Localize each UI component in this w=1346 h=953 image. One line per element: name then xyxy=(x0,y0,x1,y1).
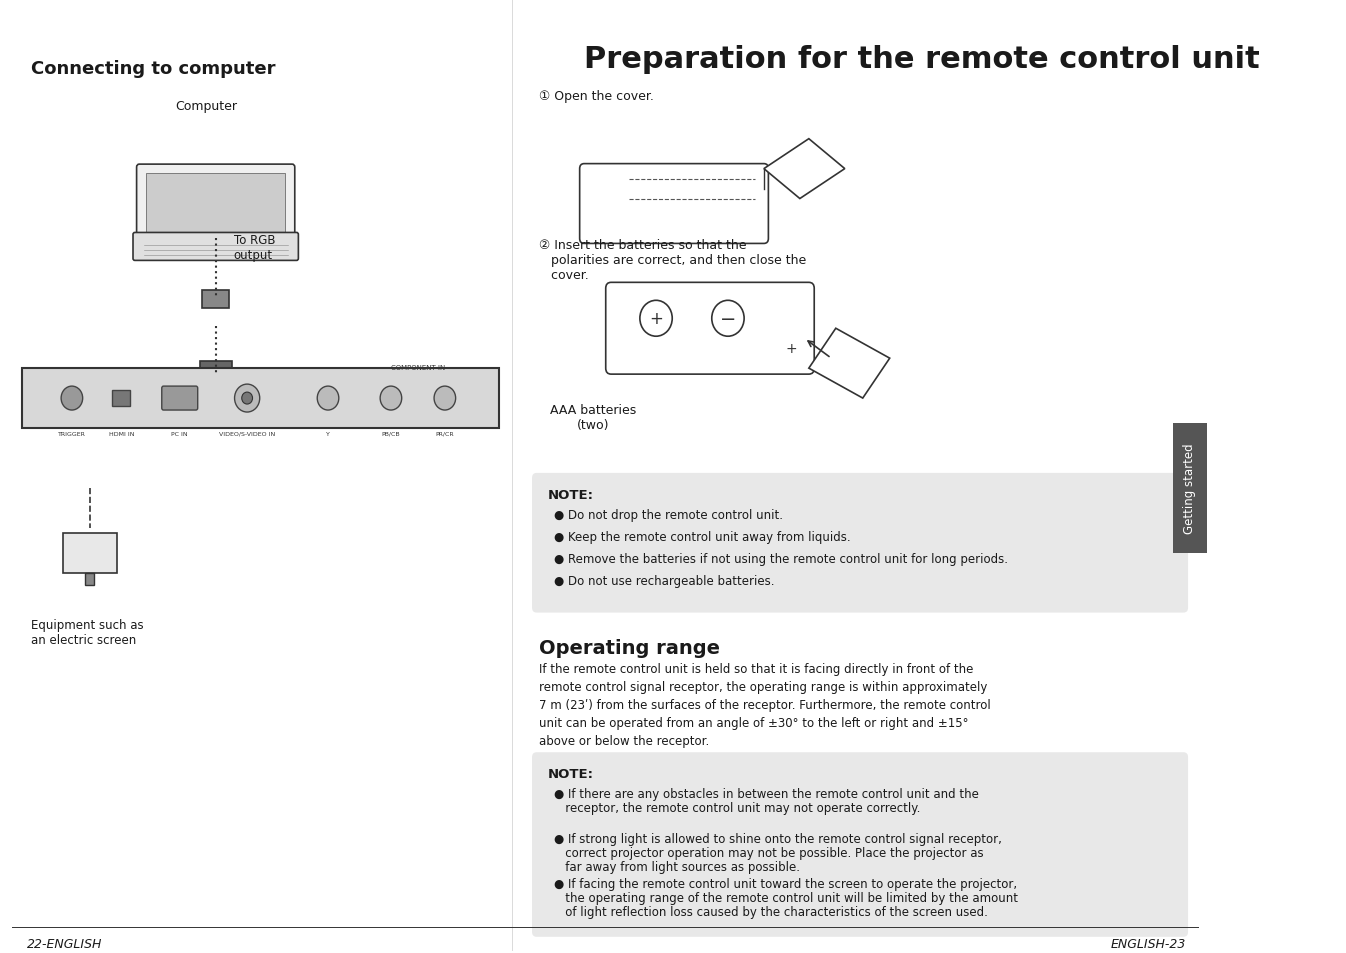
Text: ① Open the cover.: ① Open the cover. xyxy=(540,90,654,103)
Text: ● If strong light is allowed to shine onto the remote control signal receptor,: ● If strong light is allowed to shine on… xyxy=(555,832,1003,845)
Text: NOTE:: NOTE: xyxy=(548,767,594,781)
Text: correct projector operation may not be possible. Place the projector as: correct projector operation may not be p… xyxy=(555,846,984,859)
FancyBboxPatch shape xyxy=(162,387,198,411)
FancyBboxPatch shape xyxy=(580,165,769,244)
Circle shape xyxy=(61,387,82,411)
FancyBboxPatch shape xyxy=(532,474,1189,613)
Text: PB/CB: PB/CB xyxy=(382,432,400,436)
FancyBboxPatch shape xyxy=(147,173,285,233)
Circle shape xyxy=(380,387,401,411)
Text: −: − xyxy=(720,310,736,329)
FancyBboxPatch shape xyxy=(532,753,1189,937)
Text: receptor, the remote control unit may not operate correctly.: receptor, the remote control unit may no… xyxy=(555,801,921,814)
Text: ② Insert the batteries so that the
   polarities are correct, and then close the: ② Insert the batteries so that the polar… xyxy=(540,239,806,282)
FancyBboxPatch shape xyxy=(606,283,814,375)
Circle shape xyxy=(242,393,253,405)
Circle shape xyxy=(433,387,456,411)
Text: TRIGGER: TRIGGER xyxy=(58,432,86,436)
Text: Equipment such as
an electric screen: Equipment such as an electric screen xyxy=(31,618,144,646)
Text: ● Keep the remote control unit away from liquids.: ● Keep the remote control unit away from… xyxy=(555,530,851,543)
Text: Computer: Computer xyxy=(175,100,237,112)
Circle shape xyxy=(639,301,672,336)
Text: Connecting to computer: Connecting to computer xyxy=(31,60,276,78)
FancyBboxPatch shape xyxy=(112,391,131,407)
Text: NOTE:: NOTE: xyxy=(548,488,594,501)
FancyBboxPatch shape xyxy=(63,533,117,573)
Text: Y: Y xyxy=(326,432,330,436)
FancyBboxPatch shape xyxy=(202,291,229,309)
FancyBboxPatch shape xyxy=(199,362,232,384)
Text: PR/CR: PR/CR xyxy=(436,432,454,436)
FancyBboxPatch shape xyxy=(1172,423,1207,553)
Text: the operating range of the remote control unit will be limited by the amount: the operating range of the remote contro… xyxy=(555,891,1019,904)
Text: AAA batteries
(two): AAA batteries (two) xyxy=(551,404,637,432)
Text: COMPONENT IN: COMPONENT IN xyxy=(390,365,446,371)
Circle shape xyxy=(234,385,260,413)
FancyBboxPatch shape xyxy=(133,233,299,261)
Text: ● Do not drop the remote control unit.: ● Do not drop the remote control unit. xyxy=(555,508,783,521)
Text: ENGLISH-23: ENGLISH-23 xyxy=(1110,937,1186,950)
Text: ● Do not use rechargeable batteries.: ● Do not use rechargeable batteries. xyxy=(555,574,775,587)
Polygon shape xyxy=(765,139,845,199)
Text: To RGB
output: To RGB output xyxy=(234,234,275,262)
FancyBboxPatch shape xyxy=(85,573,94,585)
Text: Getting started: Getting started xyxy=(1183,443,1197,534)
Text: +: + xyxy=(649,310,664,328)
Text: 22-ENGLISH: 22-ENGLISH xyxy=(27,937,102,950)
Text: PC IN: PC IN xyxy=(171,432,188,436)
Text: Operating range: Operating range xyxy=(540,638,720,657)
Text: HDMI IN: HDMI IN xyxy=(109,432,135,436)
Text: ● If there are any obstacles in between the remote control unit and the: ● If there are any obstacles in between … xyxy=(555,787,980,801)
Circle shape xyxy=(712,301,744,336)
Text: +: + xyxy=(785,342,797,355)
FancyBboxPatch shape xyxy=(136,165,295,242)
Text: If the remote control unit is held so that it is facing directly in front of the: If the remote control unit is held so th… xyxy=(540,662,991,748)
Text: VIDEO/S-VIDEO IN: VIDEO/S-VIDEO IN xyxy=(219,432,276,436)
FancyBboxPatch shape xyxy=(23,369,499,429)
Text: far away from light sources as possible.: far away from light sources as possible. xyxy=(555,861,801,873)
Text: of light reflection loss caused by the characteristics of the screen used.: of light reflection loss caused by the c… xyxy=(555,905,988,918)
Circle shape xyxy=(318,387,339,411)
Polygon shape xyxy=(809,329,890,398)
Text: Preparation for the remote control unit: Preparation for the remote control unit xyxy=(584,45,1260,73)
Text: ● If facing the remote control unit toward the screen to operate the projector,: ● If facing the remote control unit towa… xyxy=(555,877,1018,890)
Text: ● Remove the batteries if not using the remote control unit for long periods.: ● Remove the batteries if not using the … xyxy=(555,552,1008,565)
